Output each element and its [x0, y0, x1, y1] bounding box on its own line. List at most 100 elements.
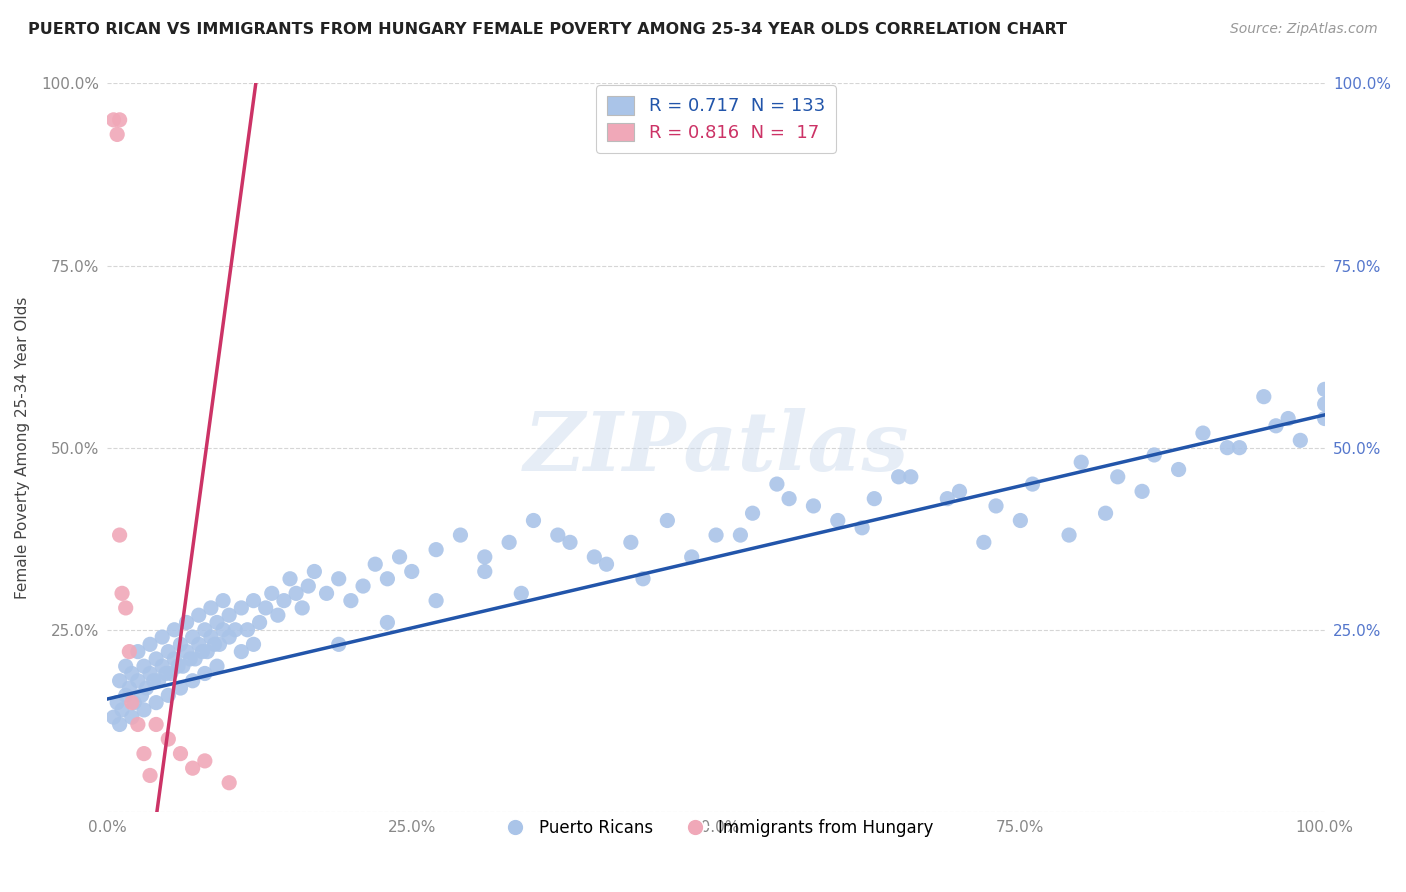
Point [315, 586, 337, 600]
Point [121, 710, 143, 724]
Point [1313, 411, 1336, 425]
Point [681, 549, 703, 564]
Point [181, 673, 204, 688]
Point [425, 542, 447, 557]
Point [948, 484, 970, 499]
Point [887, 470, 910, 484]
Point [150, 659, 173, 673]
Point [741, 506, 763, 520]
Point [157, 689, 180, 703]
Point [340, 593, 363, 607]
Point [163, 652, 186, 666]
Point [135, 681, 157, 695]
Point [973, 535, 995, 549]
Point [1229, 441, 1251, 455]
Point [191, 645, 214, 659]
Point [328, 637, 350, 651]
Point [139, 637, 162, 651]
Point [936, 491, 959, 506]
Point [863, 491, 886, 506]
Point [218, 608, 240, 623]
Point [273, 593, 295, 607]
Point [159, 666, 181, 681]
Point [1143, 448, 1166, 462]
Point [121, 666, 143, 681]
Point [176, 645, 198, 659]
Point [172, 659, 194, 673]
Point [108, 717, 131, 731]
Text: ZIPatlas: ZIPatlas [523, 408, 908, 488]
Point [510, 586, 533, 600]
Point [364, 558, 387, 572]
Text: Source: ZipAtlas.com: Source: ZipAtlas.com [1230, 22, 1378, 37]
Point [1216, 441, 1239, 455]
Point [267, 608, 290, 623]
Point [231, 645, 253, 659]
Point [278, 572, 301, 586]
Point [1094, 506, 1116, 520]
Point [657, 514, 679, 528]
Point [122, 696, 145, 710]
Point [194, 666, 217, 681]
Text: PUERTO RICAN VS IMMIGRANTS FROM HUNGARY FEMALE POVERTY AMONG 25-34 YEAR OLDS COR: PUERTO RICAN VS IMMIGRANTS FROM HUNGARY … [28, 22, 1067, 37]
Point [1192, 426, 1215, 441]
Point [204, 637, 226, 651]
Point [157, 645, 180, 659]
Point [187, 637, 209, 651]
Point [401, 565, 423, 579]
Point [108, 528, 131, 542]
Point [1167, 462, 1189, 476]
Point [150, 630, 173, 644]
Point [184, 652, 207, 666]
Point [114, 659, 136, 673]
Point [304, 565, 326, 579]
Point [111, 703, 134, 717]
Point [231, 601, 253, 615]
Point [212, 593, 235, 607]
Point [169, 681, 191, 695]
Point [169, 747, 191, 761]
Point [167, 659, 190, 673]
Point [1021, 477, 1043, 491]
Point [242, 593, 264, 607]
Point [200, 601, 222, 615]
Point [181, 630, 204, 644]
Point [111, 586, 134, 600]
Point [205, 659, 228, 673]
Point [139, 666, 162, 681]
Point [1070, 455, 1092, 469]
Point [118, 681, 141, 695]
Point [145, 717, 167, 731]
Point [179, 652, 201, 666]
Point [118, 645, 141, 659]
Point [583, 549, 606, 564]
Point [200, 630, 222, 644]
Point [474, 549, 496, 564]
Point [388, 549, 411, 564]
Point [1289, 434, 1312, 448]
Point [827, 514, 849, 528]
Point [522, 514, 544, 528]
Point [291, 601, 314, 615]
Point [103, 710, 125, 724]
Point [108, 673, 131, 688]
Point [778, 491, 800, 506]
Point [425, 593, 447, 607]
Point [1313, 397, 1336, 411]
Point [103, 112, 125, 127]
Point [127, 645, 149, 659]
Point [142, 673, 165, 688]
Point [766, 477, 789, 491]
Point [1253, 390, 1275, 404]
Point [194, 754, 217, 768]
Point [127, 717, 149, 731]
Point [254, 601, 277, 615]
Point [498, 535, 520, 549]
Point [155, 666, 177, 681]
Point [1130, 484, 1153, 499]
Point [352, 579, 374, 593]
Point [984, 499, 1007, 513]
Point [547, 528, 569, 542]
Point [195, 645, 218, 659]
Point [131, 689, 153, 703]
